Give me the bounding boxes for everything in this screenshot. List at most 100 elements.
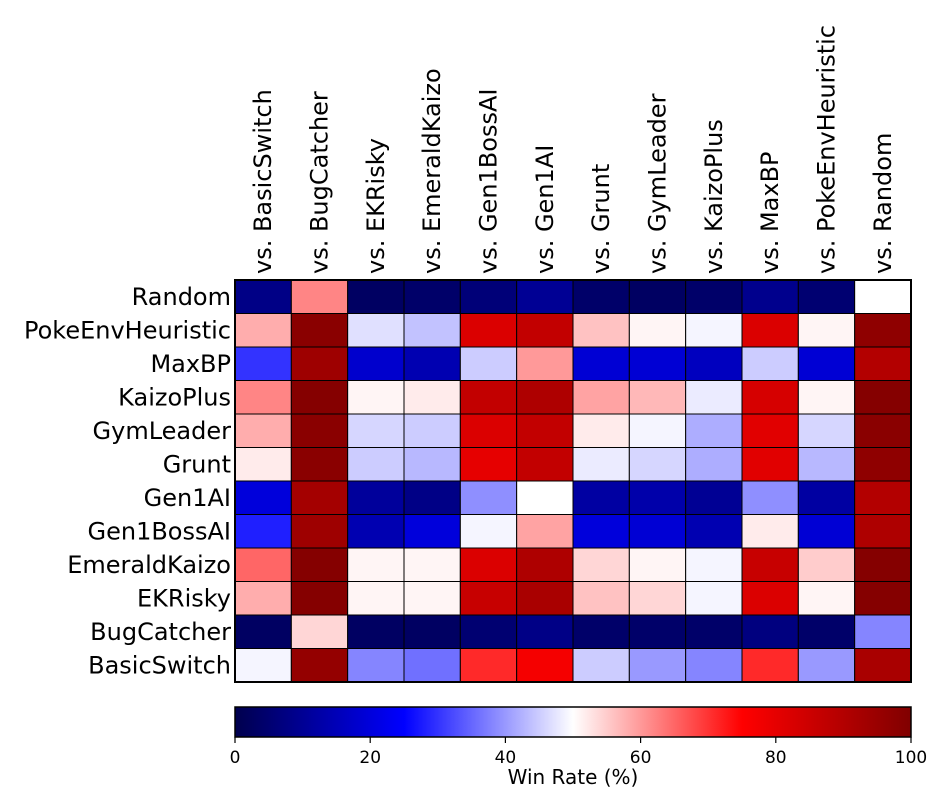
heatmap-cell — [797, 346, 856, 381]
heatmap-cell — [403, 648, 461, 683]
heatmap-cell — [459, 380, 518, 415]
heatmap-cell — [459, 581, 518, 616]
heatmap-cell — [516, 447, 574, 482]
heatmap-cell — [347, 346, 405, 381]
heatmap-cell — [234, 279, 292, 314]
heatmap-cell — [572, 346, 630, 381]
heatmap-cell — [347, 648, 405, 683]
heatmap-cell — [290, 648, 349, 683]
heatmap-cell — [234, 346, 292, 381]
heatmap-cell — [290, 480, 349, 515]
row-label: BugCatcher — [90, 618, 231, 646]
heatmap-cell — [685, 480, 743, 515]
heatmap-cell — [347, 413, 405, 448]
column-label: vs. Random — [869, 133, 897, 274]
heatmap-cell — [572, 447, 630, 482]
heatmap-cell — [685, 279, 743, 314]
heatmap-cell — [741, 514, 799, 549]
heatmap-cell — [459, 413, 518, 448]
column-label: vs. Grunt — [587, 164, 615, 274]
heatmap-cell — [797, 380, 856, 415]
heatmap-cell — [290, 581, 349, 616]
row-label: PokeEnvHeuristic — [24, 316, 231, 344]
heatmap-cell — [516, 547, 574, 582]
heatmap-cell — [854, 547, 912, 582]
heatmap-cell — [854, 279, 912, 314]
heatmap-cell — [459, 346, 518, 381]
row-label: Gen1AI — [144, 484, 231, 512]
column-label: vs. GymLeader — [644, 93, 672, 274]
heatmap-cell — [854, 413, 912, 448]
heatmap-cell — [516, 279, 574, 314]
row-label: Gen1BossAI — [88, 517, 232, 545]
heatmap-cell — [741, 581, 799, 616]
heatmap-cell — [854, 480, 912, 515]
heatmap-cell — [347, 547, 405, 582]
heatmap-cell — [347, 380, 405, 415]
heatmap-cell — [854, 514, 912, 549]
heatmap-cell — [459, 313, 518, 348]
heatmap-cell — [572, 514, 630, 549]
colorbar-ticks: 0 20 40 60 80 100 — [230, 737, 927, 768]
heatmap-cell — [741, 614, 799, 649]
heatmap-cell — [290, 279, 349, 314]
heatmap-cell — [854, 614, 912, 649]
heatmap-cell — [403, 447, 461, 482]
heatmap-cell — [628, 313, 687, 348]
row-label: KaizoPlus — [118, 383, 231, 411]
heatmap-cell — [628, 480, 687, 515]
heatmap-cell — [403, 313, 461, 348]
heatmap-cell — [347, 480, 405, 515]
heatmap-cell — [290, 413, 349, 448]
heatmap-cell — [290, 614, 349, 649]
heatmap-cell — [628, 346, 687, 381]
heatmap-cell — [797, 279, 856, 314]
heatmap-cell — [516, 614, 574, 649]
heatmap-cell — [572, 648, 630, 683]
heatmap-cell — [403, 480, 461, 515]
heatmap-cell — [347, 614, 405, 649]
heatmap-cell — [685, 380, 743, 415]
heatmap-cell — [797, 581, 856, 616]
heatmap-cell — [403, 279, 461, 314]
heatmap-cell — [572, 279, 630, 314]
heatmap-cell — [347, 447, 405, 482]
heatmap-cell — [516, 380, 574, 415]
heatmap-cell — [854, 346, 912, 381]
heatmap-cells — [234, 279, 912, 683]
heatmap-cell — [685, 413, 743, 448]
heatmap-cell — [459, 480, 518, 515]
heatmap-cell — [234, 514, 292, 549]
heatmap-cell — [403, 380, 461, 415]
heatmap-cell — [572, 547, 630, 582]
heatmap-cell — [572, 614, 630, 649]
heatmap-cell — [516, 346, 574, 381]
heatmap-cell — [797, 547, 856, 582]
heatmap-cell — [459, 648, 518, 683]
heatmap-cell — [741, 648, 799, 683]
heatmap-cell — [854, 380, 912, 415]
heatmap-cell — [290, 346, 349, 381]
heatmap-cell — [234, 480, 292, 515]
heatmap-cell — [234, 614, 292, 649]
heatmap-cell — [403, 346, 461, 381]
heatmap-cell — [741, 547, 799, 582]
row-label: Grunt — [163, 450, 231, 478]
column-label: vs. Gen1BossAI — [475, 89, 503, 274]
heatmap-cell — [516, 581, 574, 616]
heatmap-cell — [234, 547, 292, 582]
heatmap-cell — [741, 346, 799, 381]
row-label: EKRisky — [137, 584, 231, 612]
heatmap-cell — [403, 581, 461, 616]
heatmap-cell — [516, 313, 574, 348]
column-label: vs. KaizoPlus — [700, 119, 728, 274]
heatmap-cell — [741, 313, 799, 348]
heatmap-cell — [572, 480, 630, 515]
column-label: vs. EKRisky — [362, 138, 390, 274]
colorbar-tick-label: 40 — [495, 748, 517, 768]
heatmap-cell — [685, 581, 743, 616]
heatmap-cell — [516, 413, 574, 448]
heatmap-cell — [459, 547, 518, 582]
heatmap-cell — [854, 313, 912, 348]
heatmap-cell — [516, 648, 574, 683]
